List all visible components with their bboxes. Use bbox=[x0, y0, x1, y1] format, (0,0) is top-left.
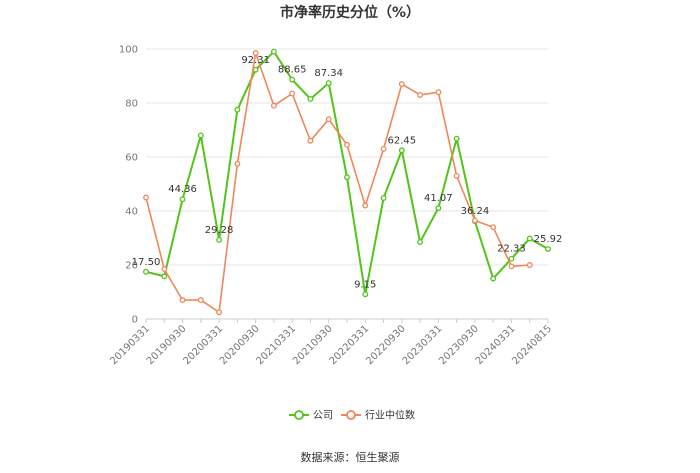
y-tick-label: 20 bbox=[125, 261, 138, 272]
series-point[interactable] bbox=[380, 195, 387, 201]
series-point[interactable] bbox=[526, 262, 533, 268]
legend-item[interactable]: 行业中位数 bbox=[341, 409, 415, 422]
data-label: 25.92 bbox=[534, 234, 563, 245]
series-point[interactable] bbox=[143, 194, 149, 201]
series-point[interactable] bbox=[508, 255, 515, 262]
legend-label: 行业中位数 bbox=[365, 409, 415, 422]
x-axis: 2019033120190930202003312020093020210331… bbox=[108, 318, 554, 367]
series-point[interactable] bbox=[179, 297, 186, 304]
chart-title: 市净率历史分位（%） bbox=[280, 4, 420, 21]
series-point[interactable] bbox=[143, 268, 149, 275]
series-point[interactable] bbox=[289, 90, 296, 97]
series-point[interactable] bbox=[526, 235, 533, 242]
series-point[interactable] bbox=[398, 81, 405, 88]
data-label: 41.07 bbox=[424, 193, 453, 204]
data-label: 88.65 bbox=[278, 65, 307, 76]
series-point[interactable] bbox=[234, 160, 241, 167]
series-point[interactable] bbox=[471, 217, 478, 224]
series-point[interactable] bbox=[197, 132, 204, 139]
data-labels: 17.50 44.36 29.28 92.31 88.65 87.34 9.15 62.45 4… bbox=[132, 55, 563, 291]
legend-marker bbox=[346, 410, 356, 420]
series-point[interactable] bbox=[453, 172, 460, 179]
series-point[interactable] bbox=[435, 205, 442, 212]
y-tick-label: 0 bbox=[132, 315, 138, 326]
series-point[interactable] bbox=[453, 135, 460, 142]
series-point[interactable] bbox=[417, 239, 424, 245]
data-label: 62.45 bbox=[387, 135, 416, 146]
series-point[interactable] bbox=[270, 102, 277, 109]
data-source: 数据来源：恒生聚源 bbox=[301, 450, 400, 464]
series-point[interactable] bbox=[234, 106, 241, 113]
y-axis: 0 20 40 60 80 100 bbox=[119, 45, 138, 326]
series-point[interactable] bbox=[325, 80, 332, 87]
series-point[interactable] bbox=[490, 224, 497, 231]
series-point[interactable] bbox=[417, 91, 424, 98]
series-point[interactable] bbox=[252, 66, 259, 73]
series-point[interactable] bbox=[362, 202, 369, 209]
series-point[interactable] bbox=[490, 275, 497, 282]
series-point[interactable] bbox=[344, 174, 350, 181]
data-label: 17.50 bbox=[132, 257, 161, 268]
series-point[interactable] bbox=[344, 141, 350, 148]
legend-label: 公司 bbox=[313, 411, 333, 422]
series-point[interactable] bbox=[289, 76, 296, 83]
legend[interactable]: 公司 行业中位数 bbox=[289, 409, 415, 422]
data-label: 87.34 bbox=[314, 68, 343, 79]
series-point[interactable] bbox=[161, 266, 168, 272]
series-point[interactable] bbox=[161, 273, 168, 280]
series-point[interactable] bbox=[270, 48, 277, 55]
series-point[interactable] bbox=[362, 291, 369, 298]
series-point[interactable] bbox=[508, 263, 515, 270]
y-tick-label: 60 bbox=[125, 153, 138, 164]
y-tick-label: 100 bbox=[119, 45, 138, 56]
x-tick-label: 20240815 bbox=[510, 323, 554, 367]
data-label: 44.36 bbox=[168, 184, 197, 195]
series-point[interactable] bbox=[545, 246, 551, 252]
y-tick-label: 80 bbox=[125, 99, 138, 110]
series-point[interactable] bbox=[325, 116, 332, 123]
series-line bbox=[145, 52, 530, 314]
series-point[interactable] bbox=[307, 137, 314, 144]
data-label: 22.33 bbox=[497, 244, 526, 255]
series-point[interactable] bbox=[197, 297, 204, 304]
series-point[interactable] bbox=[216, 236, 223, 243]
series-line bbox=[145, 50, 549, 295]
data-label: 9.15 bbox=[354, 279, 376, 290]
series-point[interactable] bbox=[307, 95, 314, 102]
series-point[interactable] bbox=[398, 147, 405, 154]
grid bbox=[146, 48, 548, 320]
series-point[interactable] bbox=[252, 50, 259, 56]
data-label: 29.28 bbox=[205, 225, 234, 236]
y-tick-label: 40 bbox=[125, 207, 138, 218]
series-layer bbox=[143, 48, 551, 316]
data-label: 36.24 bbox=[461, 206, 490, 217]
legend-marker bbox=[294, 410, 304, 420]
series-point[interactable] bbox=[216, 309, 223, 316]
series-point[interactable] bbox=[380, 145, 387, 152]
legend-item[interactable]: 公司 bbox=[289, 410, 333, 422]
data-label: 92.31 bbox=[241, 55, 270, 66]
series-point[interactable] bbox=[435, 89, 442, 96]
series-point[interactable] bbox=[179, 196, 186, 203]
